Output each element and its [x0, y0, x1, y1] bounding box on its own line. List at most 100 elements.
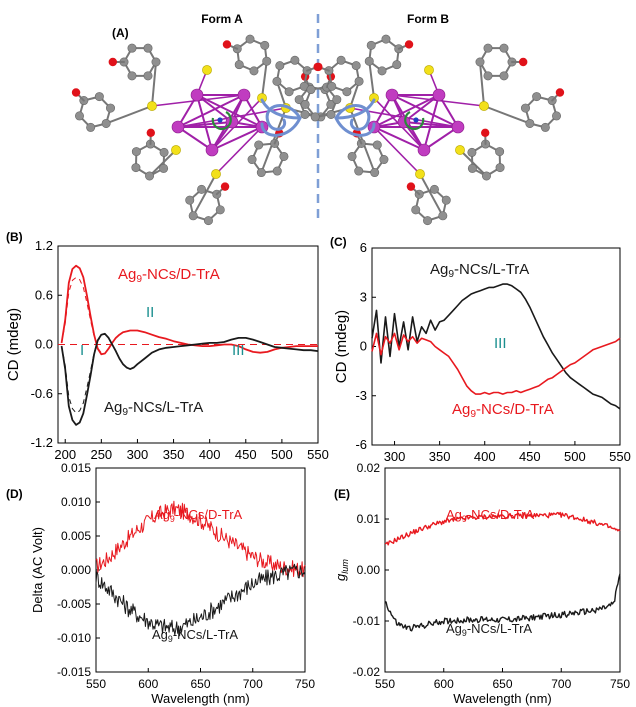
carbon-atom [86, 122, 96, 132]
y-tick-label: -3 [355, 388, 367, 403]
panel-b-chart: (B) 200 250 300 350 400 450 500 550 1.2 0.6 0.0 -0.6… [5, 230, 329, 462]
carbon-atom [467, 163, 477, 173]
x-tick-label: 300 [384, 449, 406, 464]
silver-atom [205, 143, 219, 157]
carbon-atom [185, 195, 195, 205]
series-line [384, 573, 621, 632]
y-tick-label: 0.00 [357, 563, 381, 577]
series-label-sub: 9 [448, 269, 454, 280]
carbon-atom [336, 55, 346, 65]
y-axis-label-sub: lum [340, 559, 350, 574]
carbon-atom [131, 163, 141, 173]
carbon-atom [279, 151, 289, 161]
carbon-atom [467, 147, 477, 157]
y-tick-label: 0.0 [35, 337, 53, 352]
carbon-atom [370, 168, 380, 178]
carbon-atom [215, 205, 225, 215]
silver-atom [237, 88, 251, 102]
oxygen-atom [146, 128, 155, 138]
bond [423, 126, 459, 151]
bond [215, 126, 263, 175]
carbon-atom [411, 205, 421, 215]
x-tick-label: 750 [295, 677, 315, 691]
center-dot [413, 117, 419, 123]
series-line [95, 563, 306, 637]
series-label-sub: 9 [462, 514, 467, 524]
x-tick-label: 650 [492, 677, 512, 691]
bond [105, 105, 153, 125]
mirror-swirl-right-icon [334, 98, 376, 137]
bond [177, 94, 245, 128]
sulfur-atom [455, 145, 465, 155]
oxygen-atom [481, 128, 490, 138]
carbon-atom [159, 147, 169, 157]
series-label-sub: 9 [470, 409, 476, 420]
carbon-atom [145, 171, 155, 181]
carbon-atom [379, 155, 389, 165]
x-axis-label: Wavelength (nm) [151, 691, 250, 706]
series-label: Ag9-NCs/L-TrA [446, 621, 532, 638]
carbon-atom [284, 87, 294, 97]
series-label-sub: 9 [170, 514, 175, 524]
carbon-atom [532, 92, 542, 102]
carbon-atom [151, 57, 161, 67]
series-label: Ag9-NCs/L-TrA [430, 261, 529, 280]
carbon-atom [234, 60, 244, 70]
carbon-atom [188, 211, 198, 221]
x-tick-label: 600 [138, 677, 158, 691]
bond [373, 126, 421, 175]
y-tick-label: -1.2 [31, 435, 53, 450]
carbon-atom [131, 147, 141, 157]
center-dot [217, 117, 223, 123]
series-label-rest: -NCs/L-TrA [467, 621, 533, 636]
y-tick-label: -0.6 [31, 386, 53, 401]
carbon-atom [254, 140, 264, 150]
series-label-rest: -NCs/L-TrA [128, 399, 203, 416]
x-tick-label: 400 [199, 447, 221, 462]
carbon-atom [245, 34, 255, 44]
x-tick-label: 650 [190, 677, 210, 691]
carbon-atom [423, 216, 433, 226]
x-tick-label: 300 [127, 447, 149, 462]
y-tick-label: 0.005 [61, 529, 91, 543]
panel-d-chart: (D) 550 600 650 700 750 0.015 0.010 0.005 0.000 -0… [6, 461, 315, 706]
carbon-atom [143, 71, 153, 81]
x-tick-label: 700 [551, 677, 571, 691]
series-label-sub: 9 [462, 628, 467, 638]
silver-atom [190, 88, 204, 102]
carbon-atom [481, 171, 491, 181]
silver-atom [451, 120, 465, 134]
carbon-atom [438, 211, 448, 221]
panel-label-a: (A) [112, 26, 129, 40]
series-label-main: Ag [452, 401, 470, 418]
carbon-atom [262, 56, 272, 66]
series-label-rest: -NCs/D-TrA [476, 401, 554, 418]
sulfur-atom [171, 145, 181, 155]
carbon-atom [366, 40, 376, 50]
carbon-atom [74, 111, 84, 121]
oxygen-atom [555, 88, 565, 97]
carbon-atom [306, 85, 316, 95]
y-tick-label: -0.005 [57, 597, 91, 611]
carbon-atom [143, 43, 153, 53]
band-annotation: II [146, 304, 154, 321]
series-label: Ag9-NCs/L-TrA [152, 627, 238, 644]
panel-label: (E) [334, 487, 350, 501]
rotation-arrow-icon [211, 111, 232, 130]
x-tick-label: 500 [564, 449, 586, 464]
carbon-atom [326, 109, 336, 119]
carbon-atom [294, 95, 304, 105]
y-tick-label: 0.010 [61, 495, 91, 509]
sulfur-atom [424, 65, 434, 75]
series-label-rest: -NCs/L-TrA [173, 627, 239, 642]
carbon-atom [159, 163, 169, 173]
y-tick-label: 3 [360, 289, 367, 304]
y-tick-label: 1.2 [35, 238, 53, 253]
y-tick-label: 0.015 [61, 461, 91, 475]
carbon-atom [354, 76, 364, 86]
series-label-main: Ag [118, 266, 136, 283]
y-tick-label: -0.02 [353, 665, 381, 679]
carbon-atom [106, 103, 116, 113]
